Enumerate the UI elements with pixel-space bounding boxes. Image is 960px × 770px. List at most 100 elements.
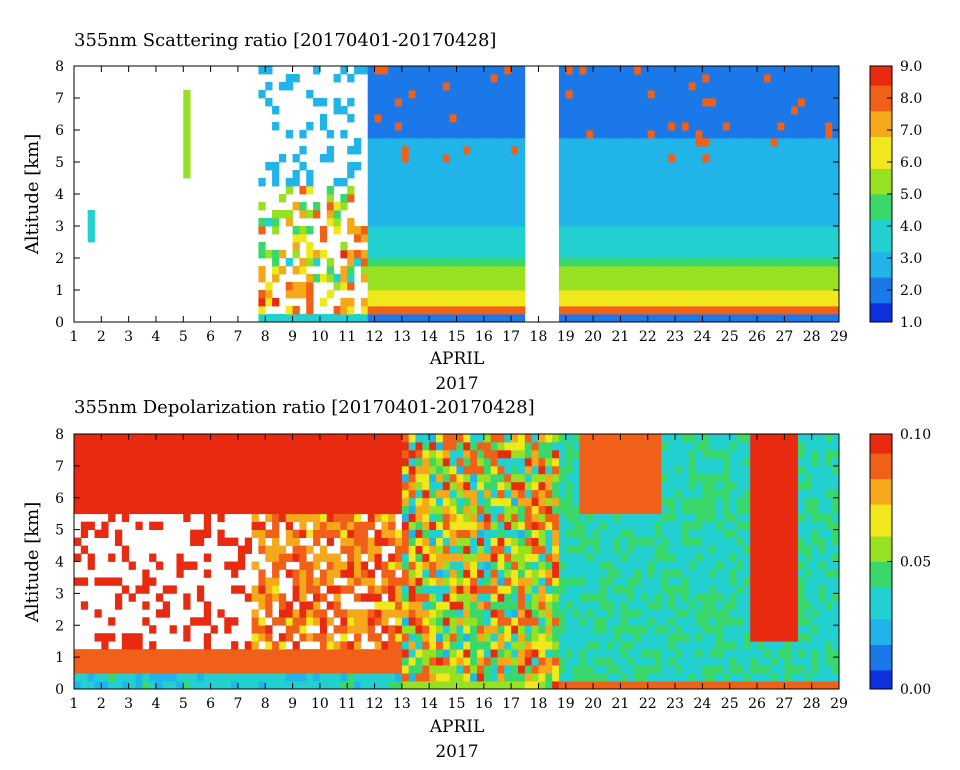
heatmap-cell	[545, 434, 553, 443]
heatmap-cell	[579, 545, 587, 554]
heatmap-cell	[504, 98, 512, 107]
heatmap-cell	[422, 513, 430, 523]
heatmap-cell	[497, 298, 505, 307]
heatmap-cell	[251, 585, 259, 594]
heatmap-cell	[87, 218, 95, 227]
heatmap-cell	[395, 234, 403, 243]
heatmap-cell	[504, 593, 512, 602]
heatmap-cell	[702, 633, 710, 642]
heatmap-cell	[538, 441, 546, 451]
heatmap-cell	[579, 681, 587, 690]
heatmap-cell	[203, 633, 212, 642]
heatmap-cell	[634, 186, 642, 195]
heatmap-cell	[586, 481, 594, 491]
heatmap-cell	[128, 641, 136, 650]
heatmap-cell	[620, 234, 628, 243]
heatmap-cell	[422, 585, 430, 594]
heatmap-cell	[319, 593, 328, 602]
heatmap-cell	[401, 473, 410, 483]
heatmap-cell	[695, 138, 703, 147]
heatmap-cell	[784, 306, 792, 315]
heatmap-cell	[736, 194, 744, 203]
heatmap-cell	[565, 146, 574, 155]
heatmap-cell	[770, 258, 778, 267]
heatmap-cell	[804, 298, 813, 307]
heatmap-cell	[401, 98, 410, 107]
heatmap-cell	[777, 266, 785, 275]
heatmap-cell	[579, 210, 587, 219]
heatmap-cell	[217, 505, 225, 515]
heatmap-cell	[237, 481, 246, 491]
heatmap-cell	[87, 457, 95, 467]
heatmap-cell	[832, 298, 840, 307]
heatmap-cell	[613, 106, 621, 115]
heatmap-cell	[149, 673, 157, 682]
heatmap-cell	[511, 170, 519, 179]
heatmap-cell	[675, 521, 683, 531]
heatmap-cell	[436, 657, 444, 666]
heatmap-cell	[463, 274, 471, 283]
heatmap-cell	[832, 170, 840, 179]
heatmap-cell	[531, 569, 539, 578]
heatmap-cell	[149, 449, 157, 459]
heatmap-cell	[695, 146, 703, 155]
heatmap-cell	[347, 282, 355, 291]
heatmap-cell	[408, 186, 416, 195]
heatmap-cell	[422, 609, 430, 618]
heatmap-cell	[463, 465, 471, 475]
heatmap-cell	[251, 625, 259, 634]
heatmap-cell	[654, 673, 662, 682]
heatmap-cell	[579, 226, 587, 235]
heatmap-cell	[811, 90, 819, 99]
heatmap-cell	[135, 465, 143, 475]
heatmap-cell	[347, 258, 355, 267]
heatmap-cell	[620, 170, 628, 179]
heatmap-cell	[757, 194, 765, 203]
heatmap-cell	[545, 457, 553, 467]
heatmap-cell	[586, 434, 594, 443]
heatmap-cell	[599, 218, 608, 227]
heatmap-cell	[770, 146, 778, 155]
heatmap-cell	[791, 90, 799, 99]
heatmap-cell	[825, 90, 833, 99]
heatmap-cell	[599, 537, 608, 546]
heatmap-cell	[702, 561, 710, 570]
heatmap-cell	[593, 226, 601, 235]
heatmap-cell	[442, 434, 451, 443]
heatmap-cell	[381, 625, 389, 634]
heatmap-cell	[634, 234, 642, 243]
heatmap-cell	[565, 633, 574, 642]
heatmap-cell	[593, 481, 601, 491]
heatmap-cell	[620, 465, 628, 475]
heatmap-cell	[340, 569, 348, 578]
heatmap-cell	[504, 673, 512, 682]
heatmap-cell	[429, 90, 437, 99]
heatmap-cell	[681, 521, 690, 531]
heatmap-cell	[456, 553, 464, 562]
heatmap-cell	[599, 314, 608, 323]
heatmap-cell	[422, 497, 430, 507]
heatmap-cell	[545, 545, 553, 554]
heatmap-cell	[381, 441, 389, 451]
heatmap-cell	[422, 601, 430, 610]
heatmap-cell	[74, 537, 82, 546]
heatmap-cell	[121, 434, 130, 443]
heatmap-cell	[415, 114, 423, 123]
heatmap-cell	[558, 122, 567, 131]
heatmap-cell	[463, 577, 471, 586]
heatmap-cell	[476, 505, 485, 515]
heatmap-cell	[470, 186, 478, 195]
heatmap-cell	[224, 457, 232, 467]
heatmap-cell	[251, 473, 259, 483]
heatmap-cell	[681, 673, 690, 682]
heatmap-cell	[360, 266, 369, 275]
heatmap-cell	[80, 497, 89, 507]
heatmap-cell	[422, 154, 430, 163]
heatmap-cell	[306, 665, 314, 674]
heatmap-cell	[442, 489, 451, 499]
heatmap-cell	[777, 210, 785, 219]
heatmap-cell	[155, 681, 164, 690]
heatmap-cell	[599, 138, 608, 147]
heatmap-cell	[217, 673, 225, 682]
heatmap-cell	[695, 465, 703, 475]
